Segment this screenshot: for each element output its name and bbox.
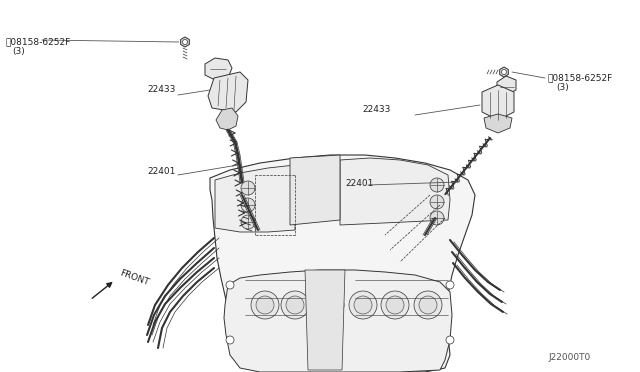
- Text: (3): (3): [12, 47, 25, 56]
- Circle shape: [241, 181, 255, 195]
- Circle shape: [182, 39, 188, 45]
- Circle shape: [316, 291, 344, 319]
- Circle shape: [281, 291, 309, 319]
- Circle shape: [430, 195, 444, 209]
- Text: J22000T0: J22000T0: [548, 353, 590, 362]
- Text: 08158-6252F: 08158-6252F: [6, 37, 71, 46]
- Circle shape: [321, 296, 339, 314]
- Polygon shape: [180, 37, 189, 47]
- Polygon shape: [500, 67, 508, 77]
- Polygon shape: [224, 270, 452, 372]
- Polygon shape: [205, 58, 232, 80]
- Text: 22433: 22433: [147, 86, 175, 94]
- Circle shape: [381, 291, 409, 319]
- Circle shape: [286, 296, 304, 314]
- Circle shape: [226, 281, 234, 289]
- Text: FRONT: FRONT: [118, 269, 150, 288]
- Polygon shape: [210, 155, 475, 372]
- Circle shape: [446, 281, 454, 289]
- Circle shape: [241, 215, 255, 229]
- Circle shape: [354, 296, 372, 314]
- Polygon shape: [497, 76, 516, 95]
- Text: 22401: 22401: [147, 167, 175, 176]
- Circle shape: [414, 291, 442, 319]
- Polygon shape: [340, 158, 450, 225]
- Polygon shape: [305, 270, 345, 370]
- Circle shape: [226, 336, 234, 344]
- Polygon shape: [482, 85, 514, 120]
- Text: (3): (3): [556, 83, 569, 92]
- Text: 08158-6252F: 08158-6252F: [548, 73, 613, 82]
- Polygon shape: [216, 108, 238, 130]
- Polygon shape: [484, 114, 512, 133]
- Circle shape: [349, 291, 377, 319]
- Circle shape: [241, 198, 255, 212]
- Circle shape: [386, 296, 404, 314]
- Circle shape: [430, 211, 444, 225]
- Circle shape: [502, 70, 506, 74]
- Text: 22433: 22433: [362, 106, 390, 115]
- Circle shape: [419, 296, 437, 314]
- Circle shape: [446, 336, 454, 344]
- Circle shape: [256, 296, 274, 314]
- Text: 22401: 22401: [345, 179, 373, 187]
- Polygon shape: [208, 72, 248, 112]
- Polygon shape: [215, 165, 295, 232]
- Polygon shape: [290, 155, 340, 225]
- Circle shape: [430, 178, 444, 192]
- Circle shape: [251, 291, 279, 319]
